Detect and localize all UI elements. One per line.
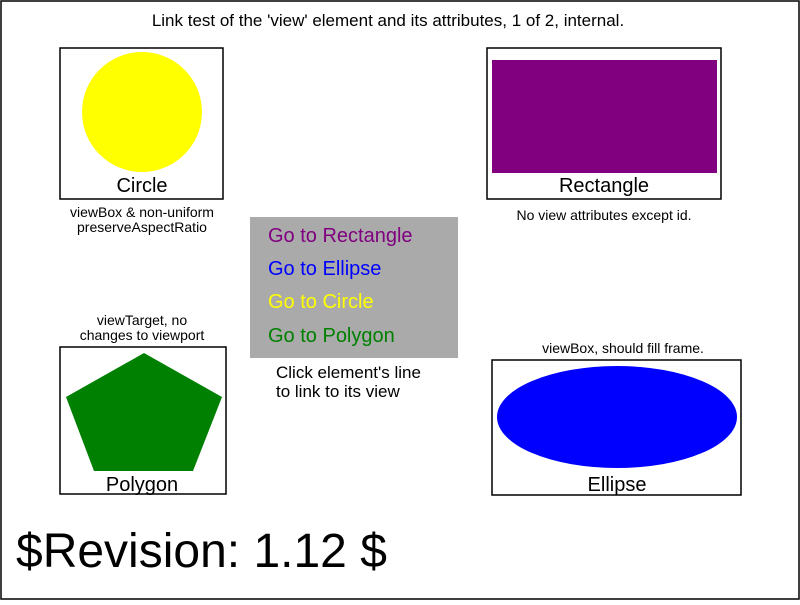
rectangle-shape (492, 60, 717, 173)
go-to-rectangle-link[interactable]: Go to Rectangle (268, 225, 413, 247)
revision-text: $Revision: 1.12 $ (16, 525, 387, 578)
link-menu: Go to Rectangle Go to Ellipse Go to Circ… (250, 217, 458, 401)
page-title: Link test of the 'view' element and its … (152, 11, 624, 30)
ellipse-panel: viewBox, should fill frame. Ellipse (491, 340, 742, 496)
circle-note-line1: viewBox & non-uniform (70, 204, 214, 220)
rectangle-note: No view attributes except id. (516, 207, 691, 223)
pentagon-shape (66, 353, 222, 471)
circle-panel: Circle viewBox & non-uniform preserveAsp… (59, 47, 224, 235)
polygon-label: Polygon (106, 474, 178, 496)
go-to-circle-link[interactable]: Go to Circle (268, 291, 374, 313)
circle-note-line2: preserveAspectRatio (77, 219, 207, 235)
circle-shape (82, 52, 202, 172)
circle-label: Circle (116, 175, 167, 197)
ellipse-label: Ellipse (588, 474, 647, 496)
instruction-line2: to link to its view (276, 382, 400, 401)
link-menu-background (250, 217, 458, 358)
rectangle-panel: Rectangle No view attributes except id. (486, 47, 722, 223)
rectangle-label: Rectangle (559, 175, 649, 197)
polygon-note-line2: changes to viewport (80, 327, 205, 343)
ellipse-note: viewBox, should fill frame. (542, 340, 704, 356)
instruction-line1: Click element's line (276, 363, 421, 382)
polygon-note-line1: viewTarget, no (97, 312, 187, 328)
go-to-polygon-link[interactable]: Go to Polygon (268, 325, 395, 347)
polygon-panel: viewTarget, no changes to viewport Polyg… (59, 312, 227, 496)
go-to-ellipse-link[interactable]: Go to Ellipse (268, 258, 381, 280)
ellipse-shape (497, 366, 737, 468)
